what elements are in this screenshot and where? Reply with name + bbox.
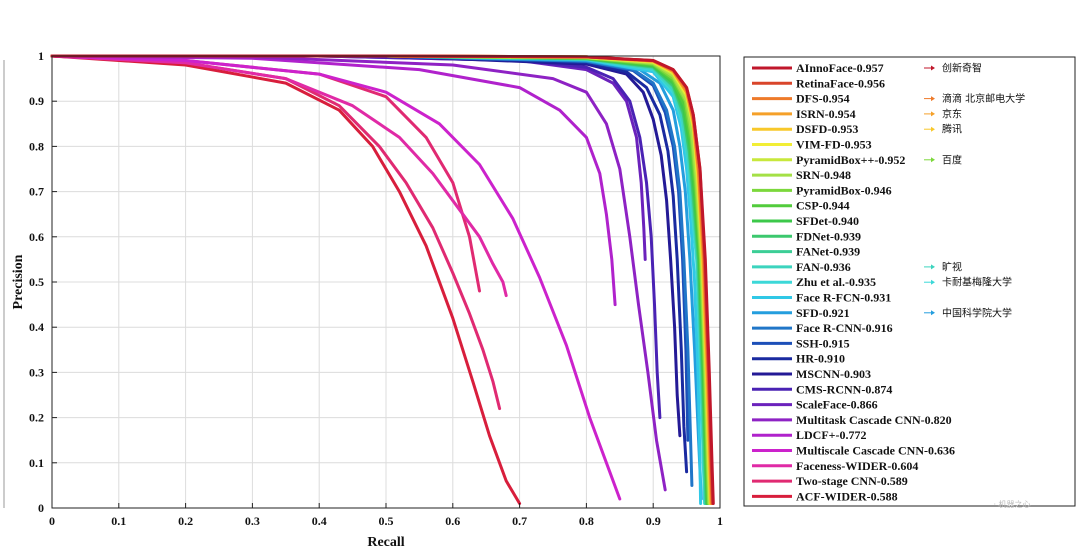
- pr-curves: [50, 54, 715, 505]
- annotation-label: 滴滴 北京邮电大学: [942, 92, 1025, 105]
- legend-label: RetinaFace-0.956: [796, 76, 885, 90]
- legend-label: SRN-0.948: [796, 168, 851, 182]
- arrow-head: [931, 96, 935, 102]
- arrow-head: [931, 264, 935, 270]
- legend-label: FANet-0.939: [796, 245, 860, 259]
- arrow-head: [931, 310, 935, 316]
- x-tick-label: 0.4: [312, 514, 327, 528]
- y-axis-ticks: 0 0.1 0.2 0.3 0.4 0.5 0.6 0.7 0.8 0.9 1: [29, 49, 57, 515]
- legend-label: VIM-FD-0.953: [796, 138, 872, 152]
- annotation-label: 卡耐基梅隆大学: [942, 276, 1012, 289]
- arrow-head: [931, 126, 935, 132]
- annotation-label: 腾讯: [942, 123, 962, 136]
- annotation-label: 百度: [942, 153, 962, 166]
- y-tick-label: 0.1: [29, 456, 44, 470]
- y-tick-label: 0.8: [29, 139, 44, 153]
- pr-curve: [50, 54, 508, 298]
- annotation-label: 创新奇智: [942, 62, 982, 75]
- legend-label: CSP-0.944: [796, 199, 850, 213]
- legend-label: Face R-CNN-0.916: [796, 321, 893, 335]
- x-tick-label: 0.7: [512, 514, 527, 528]
- legend-label: FDNet-0.939: [796, 229, 861, 243]
- y-tick-label: 0.3: [29, 365, 44, 379]
- x-tick-label: 0.5: [379, 514, 394, 528]
- grid: [52, 56, 720, 508]
- y-tick-label: 0.4: [29, 320, 44, 334]
- y-tick-label: 0.7: [29, 185, 44, 199]
- legend-label: FAN-0.936: [796, 260, 851, 274]
- legend-label: Two-stage CNN-0.589: [796, 474, 908, 488]
- arrow-head: [931, 65, 935, 71]
- legend-label: Face R-FCN-0.931: [796, 291, 891, 305]
- x-tick-label: 0.1: [111, 514, 126, 528]
- legend-label: DSFD-0.953: [796, 122, 858, 136]
- pr-curve: [50, 54, 522, 505]
- y-tick-label: 0.6: [29, 230, 44, 244]
- legend-label: Zhu et al.-0.935: [796, 275, 876, 289]
- y-tick-label: 0.5: [29, 275, 44, 289]
- legend-label: ISRN-0.954: [796, 107, 856, 121]
- x-tick-label: 0.2: [178, 514, 193, 528]
- annotation-label: 京东: [942, 107, 962, 120]
- x-tick-label: 0.3: [245, 514, 260, 528]
- legend-label: HR-0.910: [796, 352, 845, 366]
- legend-label: CMS-RCNN-0.874: [796, 382, 892, 396]
- watermark: · 机器之心: [993, 499, 1030, 509]
- legend-label: PyramidBox-0.946: [796, 183, 892, 197]
- legend-label: Faceness-WIDER-0.604: [796, 459, 918, 473]
- y-tick-label: 0.2: [29, 411, 44, 425]
- legend-label: DFS-0.954: [796, 92, 850, 106]
- pr-curve: [50, 54, 715, 505]
- legend-label: Multitask Cascade CNN-0.820: [796, 413, 952, 427]
- pr-curve: [50, 54, 617, 307]
- x-axis-title: Recall: [367, 535, 404, 550]
- legend-label: SFDet-0.940: [796, 214, 859, 228]
- legend-label: ACF-WIDER-0.588: [796, 489, 898, 503]
- x-axis-ticks: 0 0.1 0.2 0.3 0.4 0.5 0.6 0.7 0.8 0.9 1: [49, 503, 723, 528]
- legend-label: PyramidBox++-0.952: [796, 153, 905, 167]
- y-tick-label: 1: [38, 49, 44, 63]
- legend-label: SFD-0.921: [796, 306, 850, 320]
- x-tick-label: 1: [717, 514, 723, 528]
- x-tick-label: 0: [49, 514, 55, 528]
- legend-label: Multiscale Cascade CNN-0.636: [796, 444, 955, 458]
- annotation-label: 旷视: [942, 260, 962, 273]
- annotation-label: 中国科学院大学: [942, 306, 1012, 319]
- arrow-head: [931, 111, 935, 117]
- x-tick-label: 0.6: [445, 514, 460, 528]
- x-tick-label: 0.8: [579, 514, 594, 528]
- legend-label: MSCNN-0.903: [796, 367, 871, 381]
- legend-box: [743, 56, 1076, 507]
- arrow-head: [931, 157, 935, 163]
- y-axis-title: Precision: [11, 254, 26, 309]
- pr-curve: [50, 54, 667, 492]
- legend-label: AInnoFace-0.957: [796, 61, 884, 75]
- pr-curve: [50, 54, 622, 501]
- legend-label: SSH-0.915: [796, 336, 850, 350]
- x-tick-label: 0.9: [646, 514, 661, 528]
- arrow-head: [931, 279, 935, 285]
- y-tick-label: 0: [38, 501, 44, 515]
- legend-label: LDCF+-0.772: [796, 428, 867, 442]
- legend-label: ScaleFace-0.866: [796, 398, 878, 412]
- y-tick-label: 0.9: [29, 94, 44, 108]
